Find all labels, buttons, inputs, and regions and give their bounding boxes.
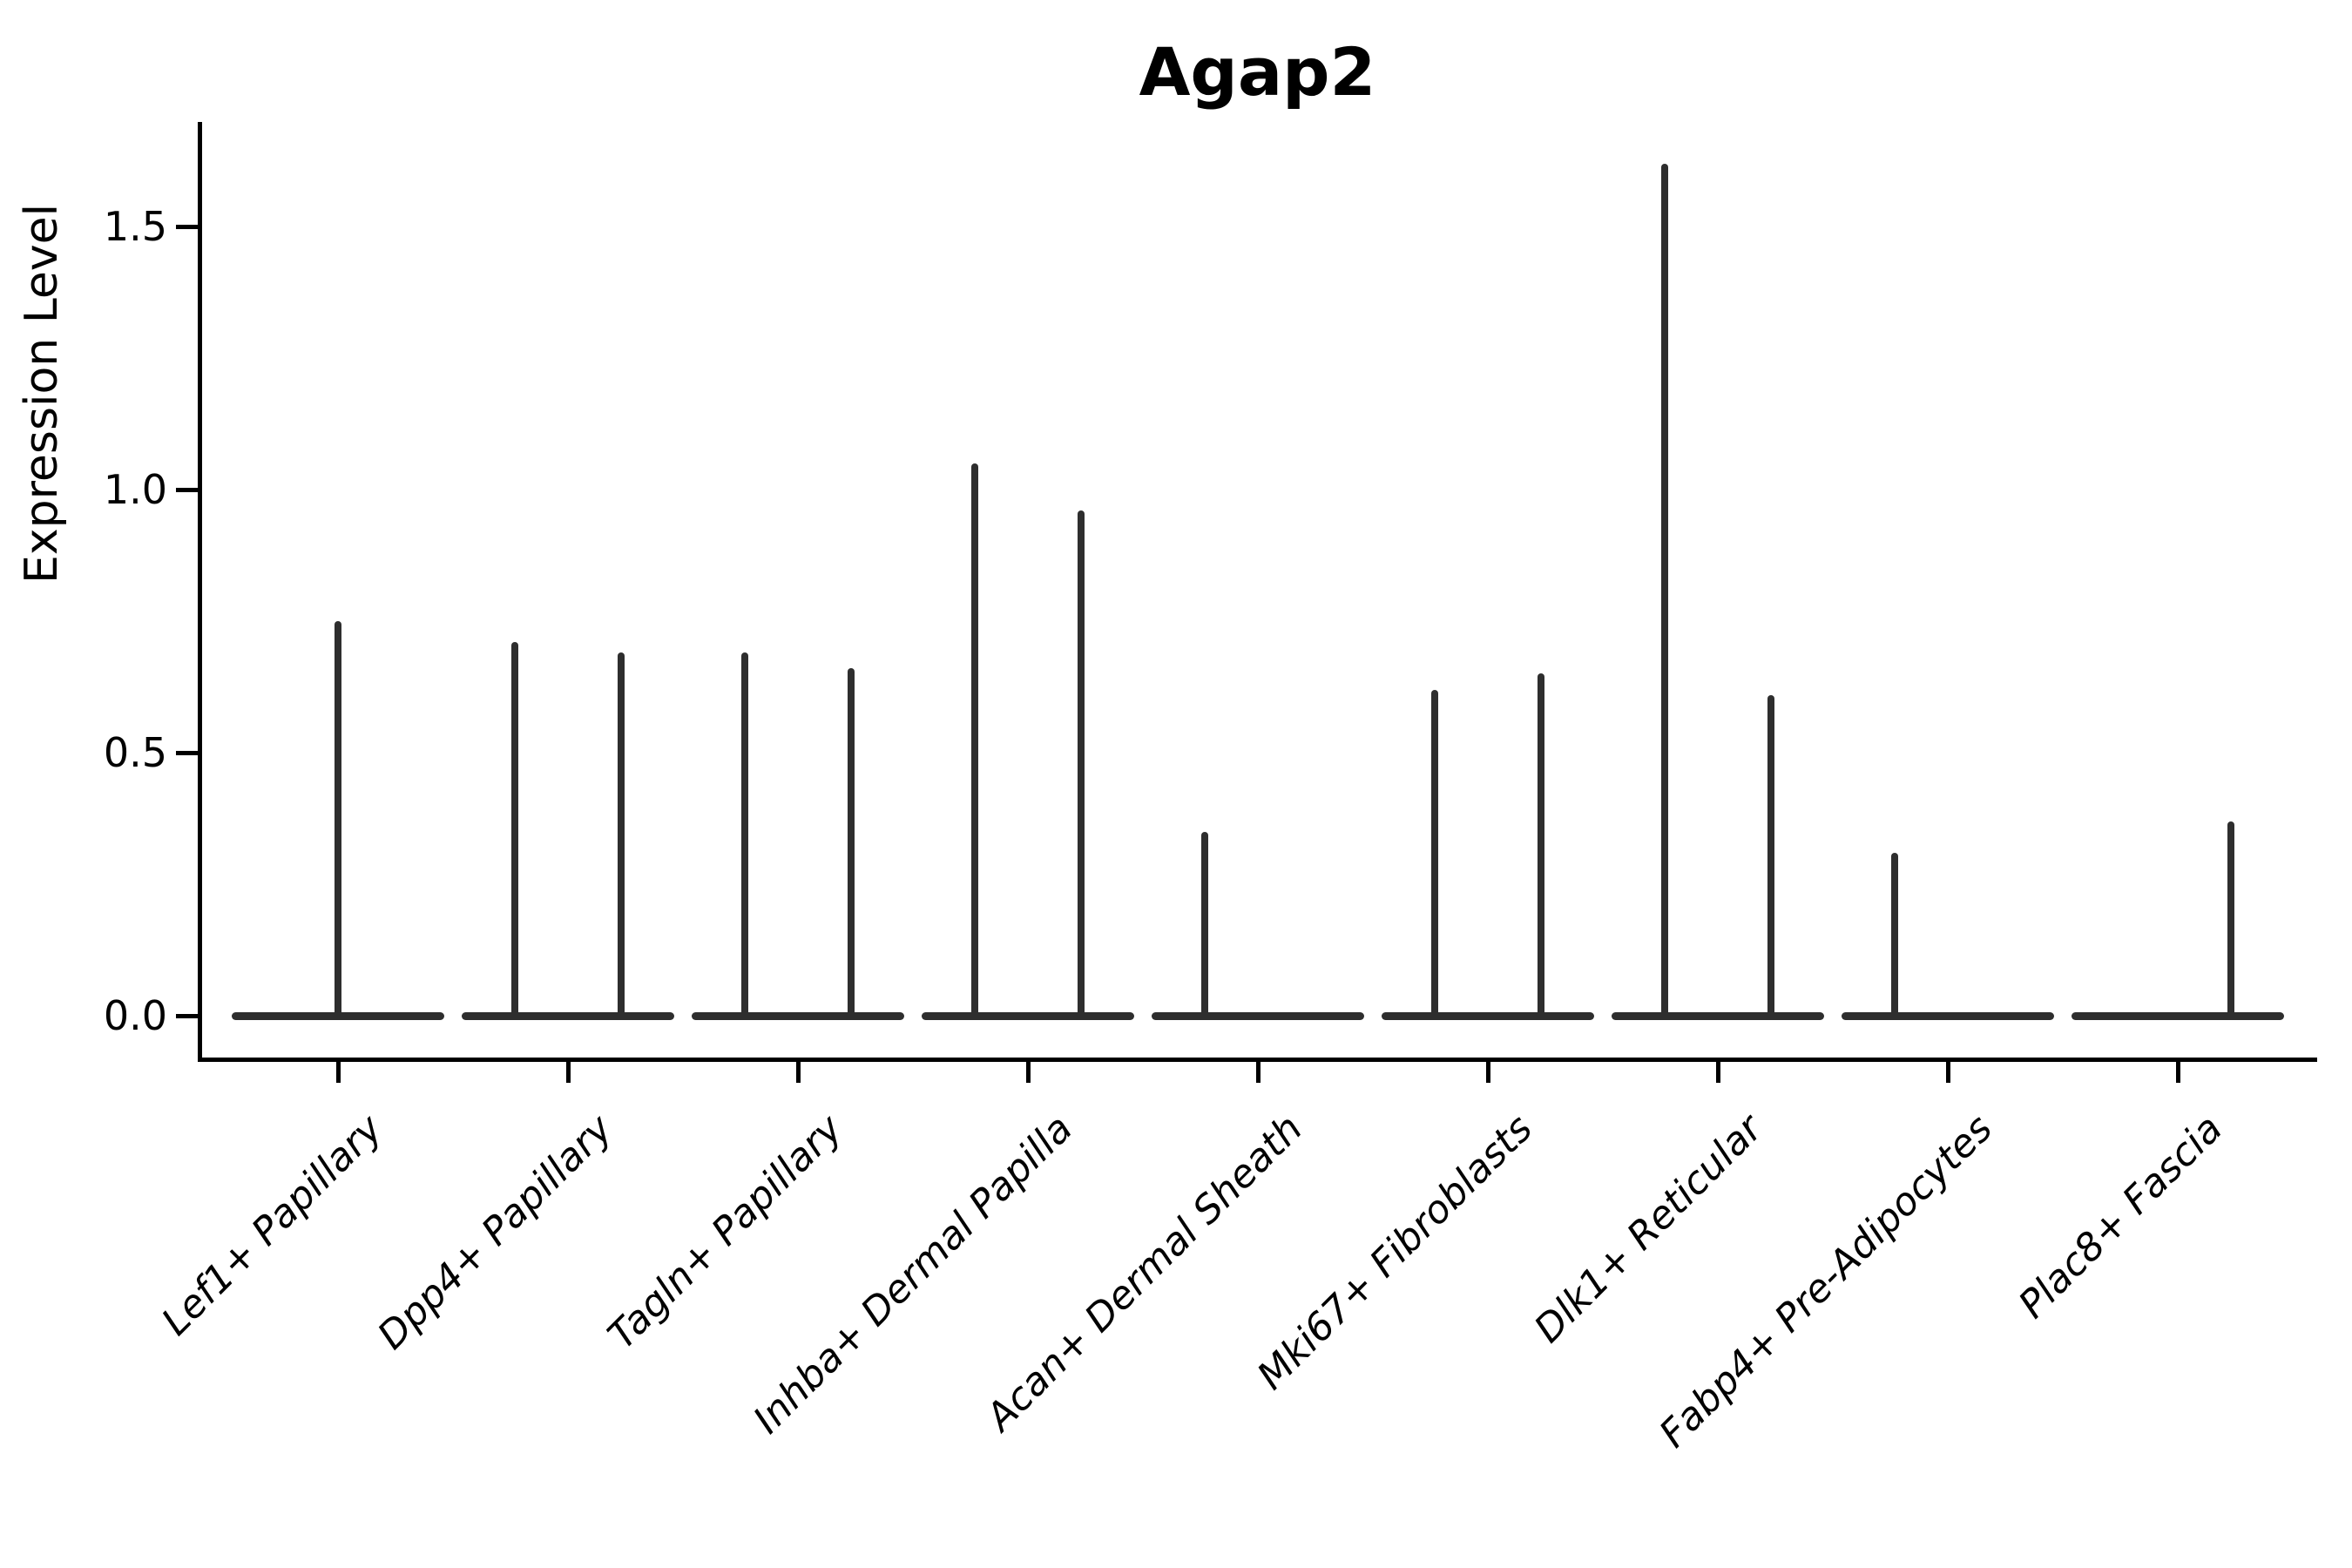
violin-baseline: [2072, 1012, 2284, 1020]
y-tick-label: 0.5: [103, 729, 167, 776]
violin-spike: [1661, 163, 1668, 1019]
x-tick: [1026, 1062, 1031, 1083]
violin-baseline: [1152, 1012, 1364, 1020]
y-tick: [176, 225, 198, 229]
violin-baseline: [922, 1012, 1134, 1020]
violin-spike: [971, 463, 978, 1019]
violin-spike: [1201, 831, 1208, 1019]
y-tick-label: 1.5: [103, 203, 167, 250]
x-tick: [1486, 1062, 1490, 1083]
violin-spike: [741, 652, 748, 1019]
violin-spike: [2227, 821, 2234, 1019]
violin-baseline: [462, 1012, 674, 1020]
x-tick: [566, 1062, 571, 1083]
violin-spike: [848, 668, 855, 1019]
y-tick: [176, 1014, 198, 1018]
violin-spike: [511, 642, 518, 1019]
violin-spike: [1431, 689, 1438, 1019]
violin-spike: [1767, 694, 1774, 1019]
violin-spike: [1891, 852, 1898, 1019]
violin-spike: [618, 652, 625, 1019]
chart-title: Agap2: [1139, 33, 1376, 111]
violin-spike: [1538, 673, 1544, 1019]
violin-baseline: [1612, 1012, 1824, 1020]
x-tick: [1946, 1062, 1950, 1083]
violin-baseline: [692, 1012, 904, 1020]
violin-spike: [1078, 510, 1085, 1019]
x-tick: [2176, 1062, 2180, 1083]
x-tick: [336, 1062, 341, 1083]
violin-baseline: [1382, 1012, 1594, 1020]
x-tick: [796, 1062, 801, 1083]
y-axis-spine: [198, 122, 202, 1062]
y-tick-label: 0.0: [103, 992, 167, 1039]
x-tick: [1256, 1062, 1260, 1083]
x-tick: [1716, 1062, 1720, 1083]
x-axis-spine: [198, 1058, 2317, 1062]
y-tick: [176, 751, 198, 755]
y-tick: [176, 488, 198, 492]
violin-spike: [335, 621, 341, 1019]
y-tick-label: 1.0: [103, 466, 167, 513]
violin-baseline: [1842, 1012, 2054, 1020]
